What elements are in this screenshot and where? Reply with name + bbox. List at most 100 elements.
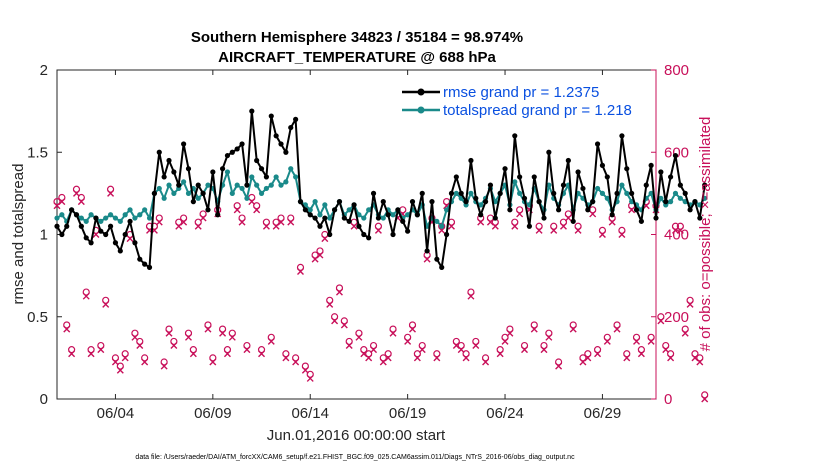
legend-totalspread-label: totalspread grand pr = 1.218 xyxy=(443,102,632,119)
rmse-point xyxy=(132,240,138,246)
obs-assimilated-marker xyxy=(331,317,339,325)
totalspread-point xyxy=(405,212,411,218)
obs-assimilated-marker xyxy=(657,317,665,325)
rmse-point xyxy=(512,133,518,139)
totalspread-point xyxy=(361,215,367,221)
obs-assimilated-marker xyxy=(506,329,514,337)
rmse-point xyxy=(88,240,94,246)
obs-possible-marker xyxy=(540,341,548,350)
obs-assimilated-marker xyxy=(160,362,168,370)
totalspread-point xyxy=(229,190,235,196)
obs-assimilated-marker xyxy=(618,231,626,238)
rmse-point xyxy=(400,218,406,224)
rmse-point xyxy=(468,157,474,164)
totalspread-point xyxy=(366,207,372,213)
rmse-point xyxy=(556,207,562,213)
obs-possible-marker xyxy=(243,341,251,350)
obs-assimilated-marker xyxy=(477,218,485,226)
obs-assimilated-marker xyxy=(204,325,212,333)
obs-possible-marker xyxy=(180,214,188,222)
x-tick-label: 06/09 xyxy=(194,405,232,422)
obs-possible-marker xyxy=(204,321,212,329)
obs-possible-marker xyxy=(550,222,558,230)
obs-possible-marker xyxy=(365,350,373,358)
rmse-point xyxy=(288,124,294,131)
obs-possible-marker xyxy=(379,354,387,362)
obs-possible-marker xyxy=(340,317,348,325)
totalspread-point xyxy=(658,195,664,201)
obs-possible-marker xyxy=(467,288,475,296)
obs-assimilated-marker xyxy=(559,222,567,230)
y-right-tick-label: 0 xyxy=(664,391,672,408)
rmse-point xyxy=(278,141,284,147)
rmse-point xyxy=(443,231,450,238)
obs-possible-marker xyxy=(257,346,266,354)
rmse-point xyxy=(366,235,372,241)
obs-assimilated-marker xyxy=(287,218,295,226)
rmse-point xyxy=(219,166,226,172)
obs-possible-marker xyxy=(598,226,607,234)
obs-assimilated-marker xyxy=(521,346,529,354)
obs-assimilated-marker xyxy=(608,218,616,226)
obs-assimilated-marker xyxy=(409,325,416,333)
totalspread-point xyxy=(288,166,294,172)
rmse-point xyxy=(560,182,567,188)
obs-assimilated-marker xyxy=(87,350,95,358)
obs-possible-marker xyxy=(535,222,543,230)
obs-possible-marker xyxy=(374,222,383,230)
rmse-point xyxy=(570,218,576,224)
obs-assimilated-marker xyxy=(131,333,139,341)
totalspread-point xyxy=(98,218,104,224)
rmse-point xyxy=(434,256,440,262)
chart-title-line2: AIRCRAFT_TEMPERATURE @ 688 hPa xyxy=(218,49,496,66)
totalspread-point xyxy=(258,190,265,196)
obs-assimilated-marker xyxy=(623,354,631,362)
obs-possible-marker xyxy=(287,214,295,222)
totalspread-point xyxy=(672,190,679,196)
x-axis-label: Jun.01,2016 00:00:00 start xyxy=(267,427,446,444)
rmse-point xyxy=(439,264,445,270)
rmse-point xyxy=(658,169,664,175)
rmse-point xyxy=(697,215,703,221)
obs-possible-marker xyxy=(194,218,202,226)
rmse-point xyxy=(297,199,304,205)
obs-assimilated-marker xyxy=(233,206,241,214)
obs-assimilated-marker xyxy=(423,255,431,263)
rmse-point xyxy=(478,212,484,218)
obs-possible-marker xyxy=(530,321,538,329)
totalspread-point xyxy=(146,215,153,221)
obs-assimilated-marker xyxy=(462,354,470,362)
obs-assimilated-marker xyxy=(540,346,548,354)
rmse-point xyxy=(205,207,211,213)
obs-possible-marker xyxy=(116,362,124,370)
rmse-point xyxy=(215,212,221,218)
obs-assimilated-marker xyxy=(447,222,455,230)
obs-assimilated-marker xyxy=(258,350,266,358)
rmse-point xyxy=(142,261,148,267)
obs-possible-marker xyxy=(199,210,207,218)
rmse-point xyxy=(54,223,60,229)
rmse-point xyxy=(599,162,606,169)
obs-possible-marker xyxy=(189,346,197,354)
obs-possible-marker xyxy=(545,329,553,337)
rmse-point xyxy=(341,215,347,221)
rmse-point xyxy=(429,199,435,205)
obs-possible-marker xyxy=(111,354,120,362)
totalspread-point xyxy=(195,195,201,201)
rmse-point xyxy=(293,116,299,122)
obs-possible-marker xyxy=(121,350,129,358)
rmse-point xyxy=(580,185,586,192)
obs-assimilated-marker xyxy=(701,395,709,403)
obs-assimilated-marker xyxy=(189,350,197,358)
rmse-point xyxy=(692,199,698,205)
rmse-point xyxy=(502,166,508,172)
x-tick-label: 06/19 xyxy=(389,405,427,422)
obs-assimilated-marker xyxy=(194,222,202,230)
totalspread-point xyxy=(599,190,606,196)
obs-assimilated-marker xyxy=(297,268,304,276)
totalspread-point xyxy=(83,218,89,224)
obs-assimilated-marker xyxy=(472,342,480,350)
rmse-point xyxy=(380,199,386,205)
totalspread-point xyxy=(478,202,484,208)
totalspread-point xyxy=(317,212,323,218)
